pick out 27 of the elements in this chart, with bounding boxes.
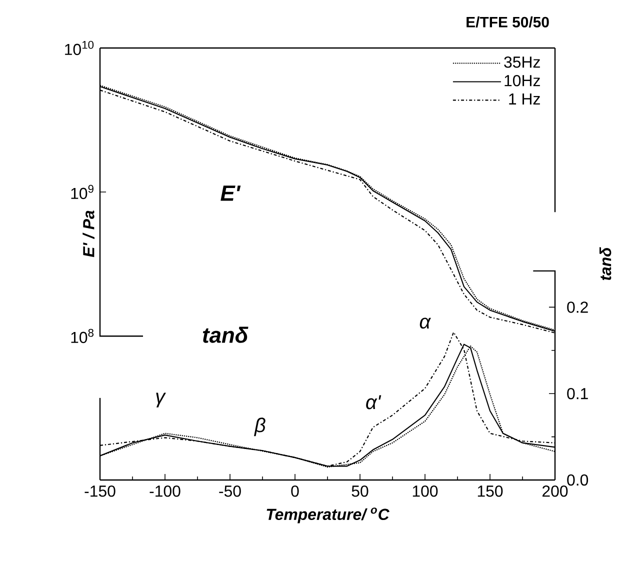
y-tick-label: 10$^{9}$ [71,184,94,200]
annotation: E' [220,186,241,201]
annotation: tanδ [202,326,248,343]
y2-axis-title: tanδ [600,247,612,280]
y2-tick-label: 0.2 [567,302,588,313]
annotation: α' [366,395,382,410]
y-tick-label: 10$^{8}$ [71,328,94,344]
x-tick-label: 50 [352,486,368,497]
x-axis-title: Temperature/ $^{o}$C [266,508,390,524]
legend-label: 10Hz [504,75,540,86]
x-tick-label: 150 [478,486,503,497]
x-tick-label: 100 [412,486,438,497]
annotation: α [420,318,432,329]
x-tick-label: 0 [291,486,299,497]
y2-tick-label: 0.1 [567,388,588,400]
x-tick-label: -100 [150,486,180,497]
y-tick-label: 10$^{10}$ [65,40,94,56]
x-tick-label: -150 [84,486,116,497]
x-tick-label: -50 [219,486,241,497]
annotation: β [254,418,266,436]
y2-tick-label: 0.0 [567,474,588,486]
y-axis-title: E' / Pa [82,210,94,258]
annotation: γ [156,392,166,408]
x-tick-label: 200 [542,486,568,497]
legend-label: 35Hz [504,56,540,68]
chart-title: E/TFE 50/50 [466,16,549,28]
legend-label: 1 Hz [509,94,540,104]
